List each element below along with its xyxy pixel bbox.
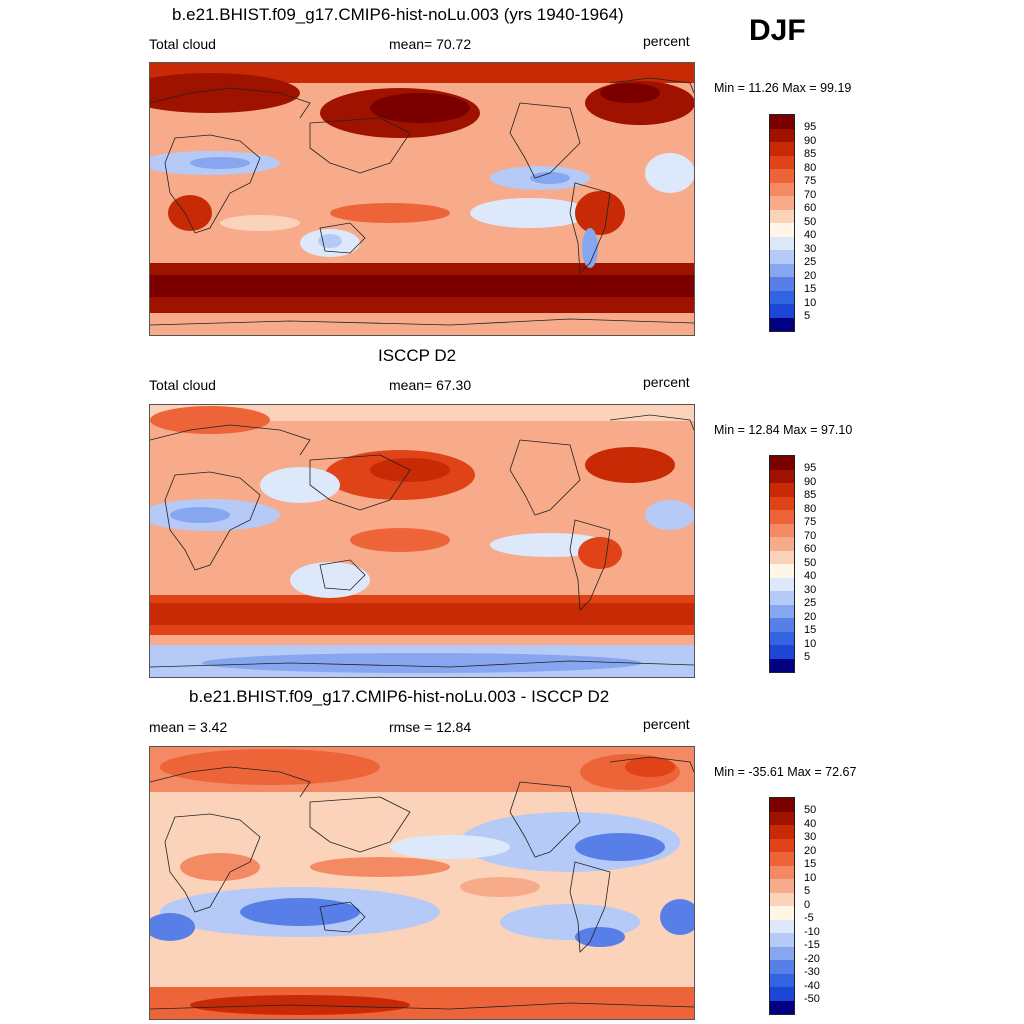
- colorbar-tick: 50: [804, 556, 817, 569]
- panel1-units-label: percent: [643, 33, 690, 49]
- colorbar-tick: 15: [804, 624, 817, 636]
- colorbar-tick: 30: [804, 242, 817, 255]
- colorbar-tick: 20: [804, 844, 817, 857]
- colorbar-tick: 85: [804, 148, 817, 160]
- colorbar-tick: 95: [804, 462, 817, 474]
- panel1-mean-label: mean= 70.72: [389, 36, 472, 52]
- panel3-minmax: Min = -35.61 Max = 72.67: [714, 765, 857, 779]
- panel1-variable-label: Total cloud: [149, 36, 216, 52]
- colorbar-tick: 15: [804, 858, 817, 870]
- colorbar-tick: 75: [804, 516, 817, 528]
- colorbar-tick: 70: [804, 529, 817, 542]
- season-label: DJF: [749, 14, 806, 47]
- colorbar-tick: 30: [804, 583, 817, 596]
- colorbar-tick: 5: [804, 885, 811, 897]
- panel2-map: [149, 404, 695, 678]
- panel1-colorbar: [769, 114, 795, 332]
- colorbar-tick: 20: [804, 269, 817, 282]
- panel2-minmax: Min = 12.84 Max = 97.10: [714, 423, 853, 437]
- colorbar-tick: -40: [804, 979, 820, 992]
- colorbar-tick: 50: [804, 804, 817, 816]
- colorbar-tick: 25: [804, 597, 817, 609]
- colorbar-tick: 20: [804, 610, 817, 623]
- colorbar-tick: -5: [804, 912, 814, 924]
- colorbar-tick: 0: [804, 898, 811, 911]
- colorbar-tick: -15: [804, 939, 820, 951]
- panel1-title: b.e21.BHIST.f09_g17.CMIP6-hist-noLu.003 …: [172, 5, 624, 24]
- colorbar-tick: 90: [804, 134, 817, 147]
- colorbar-tick: 15: [804, 283, 817, 295]
- colorbar-tick: 60: [804, 202, 817, 214]
- colorbar-tick: 75: [804, 175, 817, 187]
- panel1-map: [149, 62, 695, 336]
- colorbar-tick: 60: [804, 543, 817, 555]
- colorbar-tick: 80: [804, 161, 817, 174]
- panel2-colorbar: [769, 455, 795, 673]
- colorbar-tick: 10: [804, 637, 817, 650]
- panel1-minmax: Min = 11.26 Max = 99.19: [714, 81, 852, 95]
- panel2-units-label: percent: [643, 374, 690, 390]
- colorbar-tick: 40: [804, 817, 817, 830]
- colorbar-tick: 30: [804, 831, 817, 843]
- panel2-variable-label: Total cloud: [149, 377, 216, 393]
- colorbar-tick: -20: [804, 952, 820, 965]
- colorbar-tick: 25: [804, 256, 817, 268]
- panel2-mean-label: mean= 67.30: [389, 377, 472, 393]
- colorbar-tick: 80: [804, 502, 817, 515]
- colorbar-tick: 95: [804, 121, 817, 133]
- colorbar-tick: 90: [804, 475, 817, 488]
- colorbar-tick: 10: [804, 871, 817, 884]
- colorbar-tick: 85: [804, 489, 817, 501]
- panel3-mean-label: mean = 3.42: [149, 719, 228, 735]
- colorbar-tick: -10: [804, 925, 820, 938]
- colorbar-tick: 70: [804, 188, 817, 201]
- colorbar-tick: 50: [804, 215, 817, 228]
- panel3-colorbar: [769, 797, 795, 1015]
- colorbar-tick: 5: [804, 651, 811, 663]
- panel3-rmse-label: rmse = 12.84: [389, 719, 472, 735]
- colorbar-tick: -30: [804, 966, 820, 978]
- colorbar-tick: 40: [804, 229, 817, 241]
- colorbar-tick: 40: [804, 570, 817, 582]
- panel2-title: ISCCP D2: [378, 346, 457, 365]
- colorbar-tick: -50: [804, 993, 820, 1005]
- panel3-title: b.e21.BHIST.f09_g17.CMIP6-hist-noLu.003 …: [189, 687, 610, 706]
- colorbar-tick: 5: [804, 310, 811, 322]
- colorbar-tick: 10: [804, 296, 817, 309]
- panel3-units-label: percent: [643, 716, 690, 732]
- panel3-map: [149, 746, 695, 1020]
